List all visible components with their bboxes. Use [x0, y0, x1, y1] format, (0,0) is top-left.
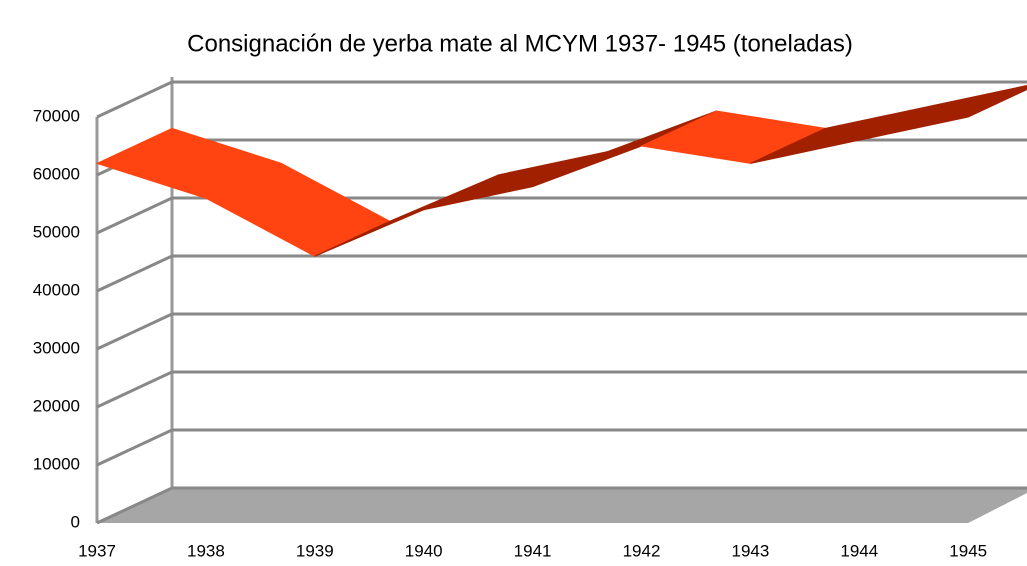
x-tick-label: 1939 — [296, 541, 334, 560]
y-tick-label: 40000 — [33, 280, 80, 299]
x-tick-label: 1944 — [840, 541, 878, 560]
x-tick-label: 1942 — [623, 541, 661, 560]
ribbon-segment — [423, 151, 608, 211]
x-tick-label: 1941 — [514, 541, 552, 560]
grid-line — [96, 486, 173, 525]
y-tick-label: 30000 — [33, 338, 80, 357]
y-tick-label: 0 — [71, 512, 80, 531]
x-tick-label: 1937 — [78, 541, 116, 560]
grid-line — [96, 80, 173, 119]
y-tick-label: 20000 — [33, 396, 80, 415]
floor — [97, 488, 1027, 523]
y-tick-label: 70000 — [33, 106, 80, 125]
ribbon-segment — [859, 84, 1027, 141]
x-tick-label: 1940 — [405, 541, 443, 560]
x-tick-label: 1938 — [187, 541, 225, 560]
grid-line — [96, 254, 173, 293]
ribbon-segment — [639, 110, 828, 164]
grid-line — [96, 312, 173, 351]
y-tick-label: 50000 — [33, 222, 80, 241]
y-tick-label: 60000 — [33, 164, 80, 183]
x-tick-label: 1943 — [731, 541, 769, 560]
x-tick-label: 1945 — [949, 541, 987, 560]
grid-line — [96, 196, 173, 235]
grid-line — [96, 428, 173, 467]
chart-title: Consignación de yerba mate al MCYM 1937-… — [187, 30, 853, 57]
y-tick-label: 10000 — [33, 454, 80, 473]
grid-line — [96, 370, 173, 409]
